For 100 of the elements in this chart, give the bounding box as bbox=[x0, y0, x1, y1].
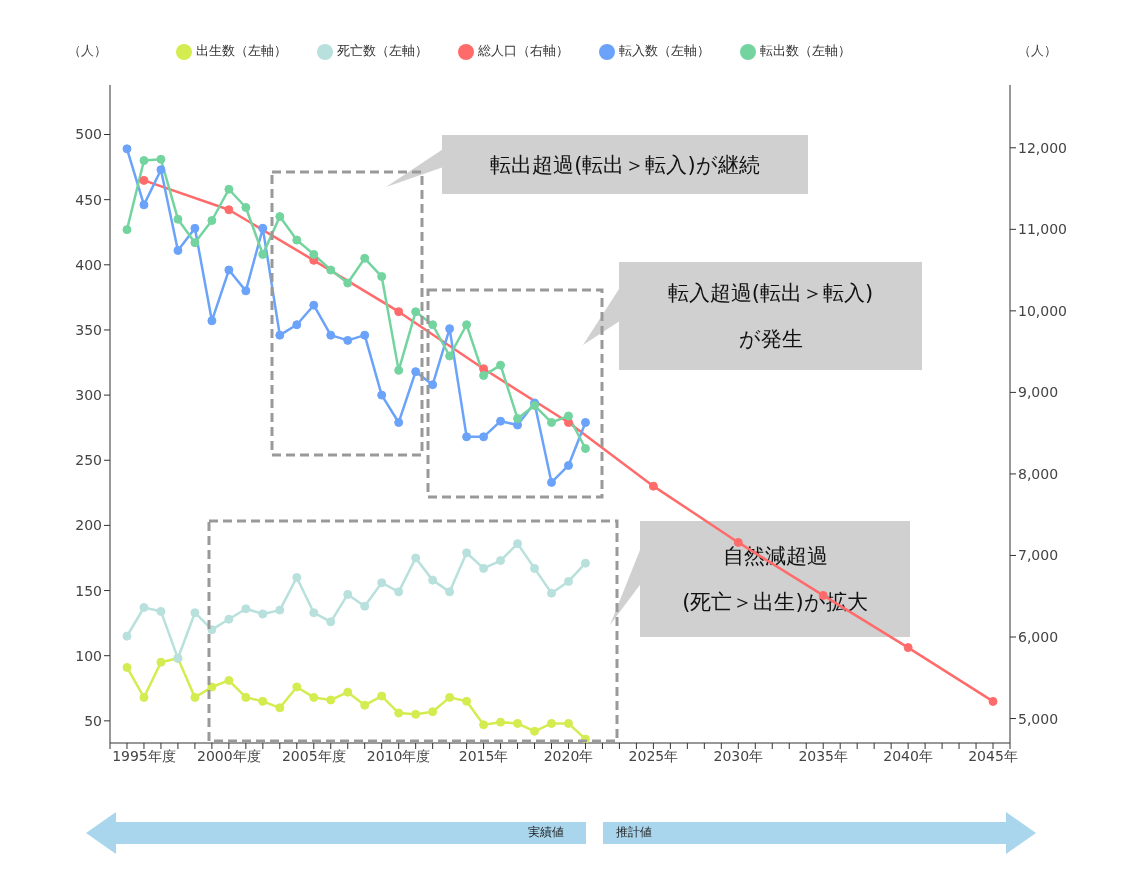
point bbox=[394, 587, 404, 597]
point bbox=[513, 539, 523, 549]
point bbox=[326, 330, 336, 340]
x-tick-label: 2000年度 bbox=[197, 747, 261, 764]
point bbox=[139, 200, 149, 210]
point bbox=[496, 717, 506, 727]
point bbox=[445, 587, 455, 597]
y2-tick-label: 7,000 bbox=[1018, 547, 1059, 564]
point bbox=[309, 249, 319, 259]
legend-label: 転出数（左軸） bbox=[759, 43, 851, 58]
point bbox=[580, 417, 590, 427]
point bbox=[360, 253, 370, 263]
point bbox=[394, 307, 404, 317]
point bbox=[530, 563, 540, 573]
point bbox=[156, 154, 166, 164]
point bbox=[207, 682, 217, 692]
point bbox=[411, 553, 421, 563]
point bbox=[122, 662, 132, 672]
point bbox=[275, 212, 285, 222]
point bbox=[988, 696, 998, 706]
point bbox=[360, 700, 370, 710]
point bbox=[343, 687, 353, 697]
legend-label: 死亡数（左軸） bbox=[336, 43, 428, 58]
x-tick-label: 2015年 bbox=[458, 747, 509, 764]
y-tick-label: 100 bbox=[75, 647, 102, 664]
point bbox=[411, 709, 421, 719]
y2-tick-label: 12,000 bbox=[1018, 139, 1067, 156]
y2-tick-label: 8,000 bbox=[1018, 465, 1059, 482]
point bbox=[360, 601, 370, 611]
point bbox=[343, 335, 353, 345]
y-tick-label: 450 bbox=[75, 191, 102, 208]
point bbox=[122, 144, 132, 154]
point bbox=[275, 605, 285, 615]
y-tick-label: 200 bbox=[75, 517, 102, 534]
point bbox=[479, 432, 489, 442]
point bbox=[139, 602, 149, 612]
point bbox=[207, 316, 217, 326]
y-tick-label: 350 bbox=[75, 321, 102, 338]
point bbox=[462, 432, 472, 442]
x-tick-label: 2010年度 bbox=[366, 747, 431, 764]
y2-tick-label: 6,000 bbox=[1018, 628, 1059, 645]
point bbox=[547, 718, 557, 728]
point bbox=[360, 330, 370, 340]
point bbox=[547, 588, 557, 598]
point bbox=[445, 351, 455, 361]
point bbox=[733, 537, 743, 547]
point bbox=[139, 692, 149, 702]
point bbox=[309, 692, 319, 702]
point bbox=[496, 360, 506, 370]
point bbox=[326, 695, 336, 705]
point bbox=[377, 390, 387, 400]
point bbox=[224, 265, 234, 275]
y-tick-label: 250 bbox=[75, 452, 102, 469]
point bbox=[292, 682, 302, 692]
point bbox=[292, 320, 302, 330]
point bbox=[547, 417, 557, 427]
point bbox=[122, 631, 132, 641]
point bbox=[903, 643, 913, 653]
text: 推計値 bbox=[616, 824, 652, 841]
point bbox=[343, 589, 353, 599]
point bbox=[275, 703, 285, 713]
y-tick-label: 400 bbox=[75, 256, 102, 273]
x-tick-label: 2030年 bbox=[713, 747, 764, 764]
point bbox=[496, 416, 506, 426]
point bbox=[190, 692, 200, 702]
point bbox=[547, 477, 557, 487]
point bbox=[445, 324, 455, 334]
point bbox=[258, 696, 268, 706]
legend-label: 出生数（左軸） bbox=[195, 43, 287, 58]
point bbox=[207, 216, 217, 226]
point bbox=[394, 708, 404, 718]
point bbox=[275, 330, 285, 340]
y2-tick-label: 11,000 bbox=[1018, 221, 1067, 238]
point bbox=[224, 205, 234, 215]
point bbox=[479, 720, 489, 730]
point bbox=[258, 609, 268, 619]
point bbox=[580, 558, 590, 568]
point bbox=[292, 235, 302, 245]
point bbox=[428, 707, 438, 717]
point bbox=[563, 576, 573, 586]
point bbox=[173, 214, 183, 224]
point bbox=[139, 175, 149, 185]
x-tick-label: 2035年 bbox=[798, 747, 849, 764]
point bbox=[394, 365, 404, 375]
x-tick-label: 2040年 bbox=[883, 747, 933, 764]
x-tick-label: 2005年度 bbox=[281, 747, 346, 764]
point bbox=[292, 573, 302, 583]
y2-axis-title: （人） bbox=[1018, 42, 1057, 60]
annotation: 転入超過(転出＞転入) が発生 bbox=[667, 280, 874, 353]
text: 実績値 bbox=[528, 824, 564, 841]
y-tick-label: 500 bbox=[75, 126, 102, 143]
annotation: 転出超過(転出＞転入)が継続 bbox=[490, 151, 760, 179]
x-tick-label: 2025年 bbox=[628, 747, 679, 764]
x-tick-label: 2020年 bbox=[543, 747, 594, 764]
point bbox=[241, 692, 251, 702]
point bbox=[309, 608, 319, 618]
y-axis-title: （人） bbox=[68, 42, 107, 60]
y-tick-label: 300 bbox=[75, 387, 102, 404]
point bbox=[326, 265, 336, 275]
point bbox=[377, 272, 387, 282]
